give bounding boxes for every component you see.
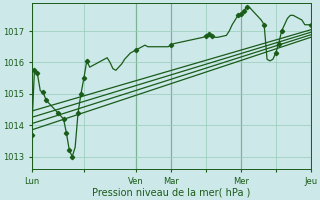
- X-axis label: Pression niveau de la mer( hPa ): Pression niveau de la mer( hPa ): [92, 187, 250, 197]
